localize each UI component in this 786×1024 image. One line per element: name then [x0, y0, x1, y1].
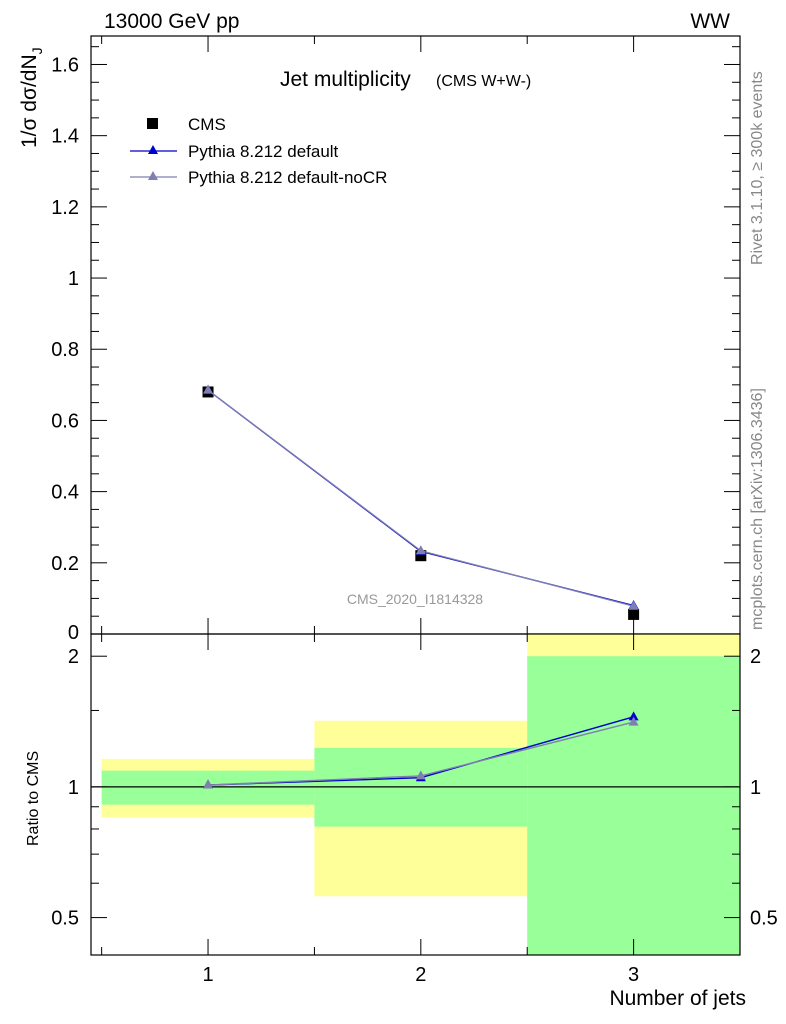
mcplots-label: mcplots.cern.ch [arXiv:1306.3436] [749, 388, 766, 630]
legend-cms-marker [147, 118, 158, 129]
main-series-line-nocr [207, 389, 634, 607]
main-y-axis-label-main: 1/σ dσ/dN [18, 54, 41, 148]
x-tick-label: 2 [415, 964, 426, 986]
legend-nocr-marker [148, 171, 158, 180]
ratio-y-tick-label: 2 [750, 646, 761, 668]
main-y-tick-label-zero: 0 [68, 622, 79, 644]
main-point-nocr [203, 384, 214, 394]
rivet-label: Rivet 3.1.10, ≥ 300k events [749, 71, 766, 265]
x-axis-label: Number of jets [609, 987, 746, 1010]
legend-cms-label: CMS [188, 115, 226, 134]
ratio-y-tick-label: 0.5 [750, 908, 778, 930]
ratio-point-nocr [415, 770, 426, 780]
legend-default-marker [148, 145, 158, 154]
main-y-axis-label-sub: J [29, 47, 45, 54]
cms-data-point [415, 550, 427, 562]
process-label: WW [690, 10, 730, 33]
ratio-band-inner [527, 656, 740, 955]
ratio-y-tick-label: 0.5 [51, 908, 79, 930]
legend: CMS Pythia 8.212 default Pythia 8.212 de… [130, 115, 387, 187]
main-y-tick-label: 0.4 [51, 482, 79, 504]
main-y-tick-label: 1 [68, 268, 79, 290]
legend-default-label: Pythia 8.212 default [188, 142, 339, 161]
main-series-line-default [207, 389, 634, 607]
main-y-axis-label: 1/σ dσ/dNJ [18, 47, 45, 148]
ratio-frame [90, 633, 741, 956]
main-y-tick-label: 0.6 [51, 410, 79, 432]
cms-data-point [628, 608, 640, 620]
main-point-nocr [628, 600, 639, 610]
main-y-tick-label: 0.2 [51, 553, 79, 575]
ratio-panel: 0.5 0.5 1 1 2 2 1 2 3 [51, 633, 778, 986]
legend-nocr-label: Pythia 8.212 default-noCR [188, 168, 387, 187]
ratio-y-tick-label: 2 [68, 646, 79, 668]
main-y-tick-label: 0.8 [51, 339, 79, 361]
ratio-point-nocr [628, 716, 639, 726]
x-tick-label: 1 [202, 964, 213, 986]
ratio-y-tick-label: 1 [750, 777, 761, 799]
ratio-y-axis-label: Ratio to CMS [25, 751, 42, 846]
main-y-tick-label: 1.6 [51, 54, 79, 76]
main-y-tick-label: 1.2 [51, 197, 79, 219]
main-y-tick-label: 1.4 [51, 126, 79, 148]
analysis-id-label: CMS_2020_I1814328 [347, 591, 483, 607]
main-point-nocr [415, 545, 426, 555]
ratio-y-tick-label: 1 [68, 777, 79, 799]
chart-subtitle: (CMS W+W-) [436, 73, 531, 90]
ratio-point-default [628, 711, 639, 721]
ratio-point-nocr [203, 779, 214, 789]
energy-label: 13000 GeV pp [104, 10, 239, 33]
x-tick-label: 3 [628, 964, 639, 986]
chart-title: Jet multiplicity [280, 68, 411, 91]
